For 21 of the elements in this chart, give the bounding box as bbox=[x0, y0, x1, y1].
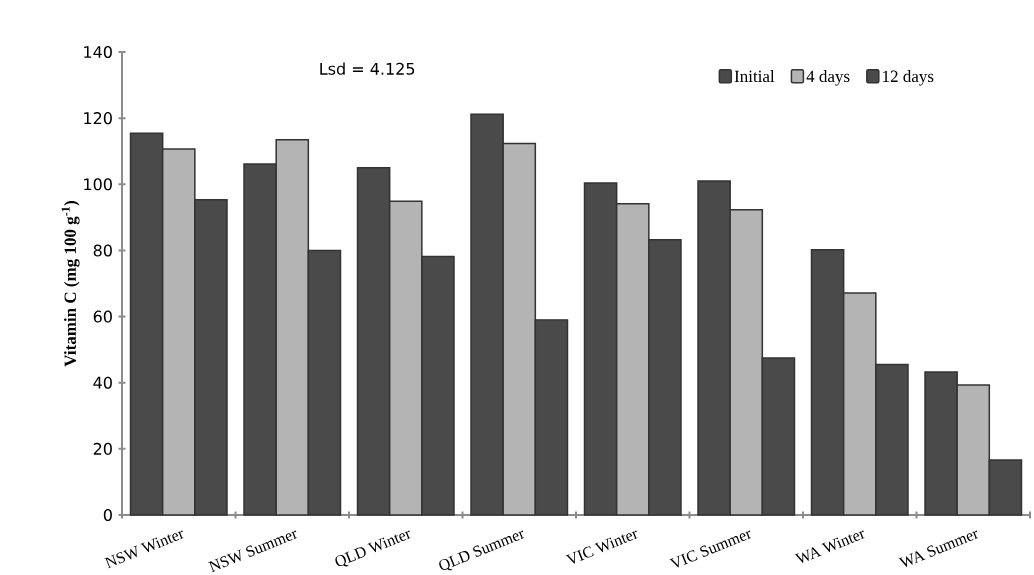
y-tick-label: 120 bbox=[84, 112, 112, 125]
annotation: Lsd = 4.125 bbox=[320, 62, 415, 75]
legend-label: Initial bbox=[734, 70, 775, 82]
y-tick-label: 100 bbox=[84, 178, 112, 191]
legend-label: 4 days bbox=[806, 70, 850, 86]
y-tick-label: 60 bbox=[93, 310, 112, 323]
x-tick-label: VIC Winter bbox=[565, 530, 638, 564]
y-tick-label: 40 bbox=[93, 376, 112, 389]
x-tick-label: WA Summer bbox=[898, 530, 979, 567]
y-tick-label: 80 bbox=[93, 244, 112, 257]
x-tick-label: VIC Summer bbox=[669, 530, 752, 568]
x-tick-label: WA Winter bbox=[794, 530, 865, 564]
x-tick-label: QLD Summer bbox=[439, 530, 525, 571]
y-axis-title: Vitamin C (mg 100 g$^{-1}$) bbox=[61, 200, 80, 367]
x-tick-label: NSW Winter bbox=[104, 530, 184, 569]
y-tick-label: 140 bbox=[84, 45, 112, 58]
y-tick-label: 20 bbox=[93, 442, 112, 455]
legend-label: 12 days bbox=[883, 70, 934, 86]
y-tick-label: 0 bbox=[103, 508, 112, 521]
x-tick-label: QLD Winter bbox=[335, 530, 411, 567]
x-tick-label: NSW Summer bbox=[208, 530, 298, 573]
